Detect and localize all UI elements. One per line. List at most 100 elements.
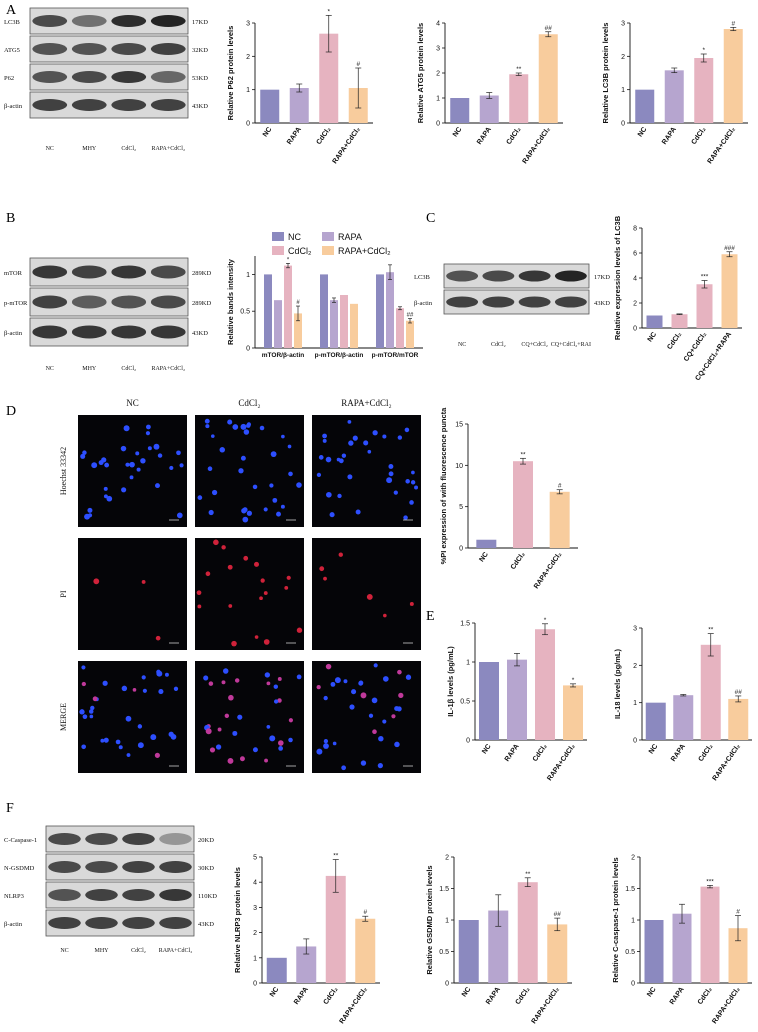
cell-nucleus [82, 450, 87, 455]
cell-nucleus [316, 748, 323, 755]
chart-bands-intensity: 0 0.5 1 Relative bands intensity * # mTOR/β-ac… [226, 232, 423, 359]
cell-nucleus [288, 718, 294, 723]
x-tick-label: CdCl₂ [697, 986, 714, 1006]
cell-nucleus [334, 677, 341, 684]
blot-band [32, 43, 68, 55]
y-tick-label: 4 [633, 276, 637, 283]
x-tick-label: CdCl₂ [505, 126, 522, 146]
cell-nucleus [263, 507, 268, 512]
cell-nucleus [222, 668, 229, 674]
blot-lane-label: CdCl₂ [121, 146, 136, 152]
cell-nucleus [296, 674, 302, 680]
x-tick-label: p-mTOR/mTOR [372, 352, 419, 359]
cell-nucleus [204, 418, 210, 424]
x-tick-label: NC [647, 331, 659, 343]
micrograph-image [195, 661, 304, 773]
cell-nucleus [88, 709, 94, 714]
cell-nucleus [266, 725, 271, 729]
blot-band [159, 833, 192, 845]
x-tick-label: RAPA+CdCl₂ [522, 126, 552, 165]
blot-kd-label: 289KD [192, 270, 211, 277]
x-tick-label: NC [637, 126, 649, 138]
blot-band [48, 889, 81, 901]
blot-band [85, 889, 118, 901]
blot-lane-label: CdCl₂ [131, 948, 146, 954]
blot-row-label: LC3B [414, 274, 431, 281]
legend-swatch [272, 232, 284, 241]
blot-row-label: β-actin [4, 103, 23, 110]
y-tick-label: 1.5 [439, 886, 449, 893]
cell-nucleus [80, 453, 86, 459]
chart-il18: 0 1 2 3 IL-18 levels (pg/mL) NC RAPA ** CdCl₂ ## R… [613, 626, 752, 782]
chart-p62: 0 1 2 3 Relative P62 protein levels NC RAPA * Cd… [226, 8, 373, 165]
cell-nucleus [347, 419, 352, 424]
cell-nucleus [254, 561, 260, 567]
blot-band [32, 15, 68, 27]
blot-kd-label: 17KD [192, 19, 208, 26]
x-tick-label: CdCl₂ [315, 126, 332, 146]
bar [728, 928, 748, 983]
cell-nucleus [393, 490, 398, 495]
y-tick-label: 1 [436, 96, 440, 103]
cell-nucleus [179, 463, 184, 468]
cell-nucleus [396, 706, 402, 712]
bar [294, 313, 302, 348]
y-tick-label: 2 [631, 855, 635, 862]
blot-kd-label: 30KD [198, 865, 214, 872]
panel-label-d: D [6, 404, 16, 419]
micrograph-row-label: Hoechst 33342 [59, 447, 68, 495]
bar [673, 695, 694, 740]
significance-mark: # [736, 909, 740, 916]
cell-nucleus [382, 719, 387, 724]
legend-swatch [322, 246, 334, 255]
cell-nucleus [243, 555, 249, 561]
y-tick-label: 0.5 [625, 949, 635, 956]
blot-band [32, 71, 68, 83]
bar [507, 659, 527, 740]
cell-nucleus [121, 685, 128, 692]
cell-nucleus [232, 424, 239, 430]
cell-nucleus [260, 578, 265, 583]
bar [728, 698, 749, 740]
cell-nucleus [92, 696, 98, 702]
cell-nucleus [336, 457, 341, 462]
x-tick-label: CdCl₂ [697, 743, 714, 763]
blot-row-label: β-actin [414, 300, 433, 307]
cell-nucleus [323, 695, 328, 701]
significance-mark: ## [735, 689, 743, 696]
blot-band [150, 43, 186, 55]
y-tick-label: 3 [633, 626, 637, 633]
cell-nucleus [141, 675, 146, 680]
cell-nucleus [240, 423, 247, 430]
cell-nucleus [197, 495, 203, 500]
blot-kd-label: 289KD [192, 300, 211, 307]
blot-kd-label: 110KD [198, 893, 217, 900]
bar [319, 33, 339, 123]
blot-lane-label: MHY [82, 146, 97, 152]
x-tick-label: NC [269, 986, 281, 998]
cell-nucleus [91, 462, 98, 469]
blot-band [71, 325, 107, 339]
bar [645, 702, 666, 740]
cell-nucleus [115, 739, 121, 745]
chart-gsdmd: 0 0.5 1 1.5 2 Relative GSDMD protein levels NC… [425, 855, 572, 1025]
micrograph-row-label: PI [59, 590, 68, 597]
blot-band [71, 99, 107, 111]
bar [671, 314, 688, 328]
cell-nucleus [125, 462, 130, 467]
x-tick-label: CdCl₂ [666, 331, 683, 351]
blot-lane-label: RAPA+CdCl₂ [151, 366, 185, 372]
significance-mark: *** [701, 274, 709, 281]
x-tick-label: RAPA [670, 743, 687, 763]
cell-nucleus [232, 730, 238, 736]
cell-nucleus [284, 585, 289, 590]
cell-nucleus [101, 457, 107, 463]
x-tick-label: NC [478, 551, 490, 563]
bar [396, 308, 404, 348]
cell-nucleus [373, 663, 378, 668]
cell-nucleus [79, 709, 85, 715]
blot-kd-label: 20KD [198, 837, 214, 844]
y-tick-label: 0 [445, 981, 449, 988]
cell-nucleus [319, 566, 325, 572]
x-tick-label: RAPA [476, 126, 493, 146]
